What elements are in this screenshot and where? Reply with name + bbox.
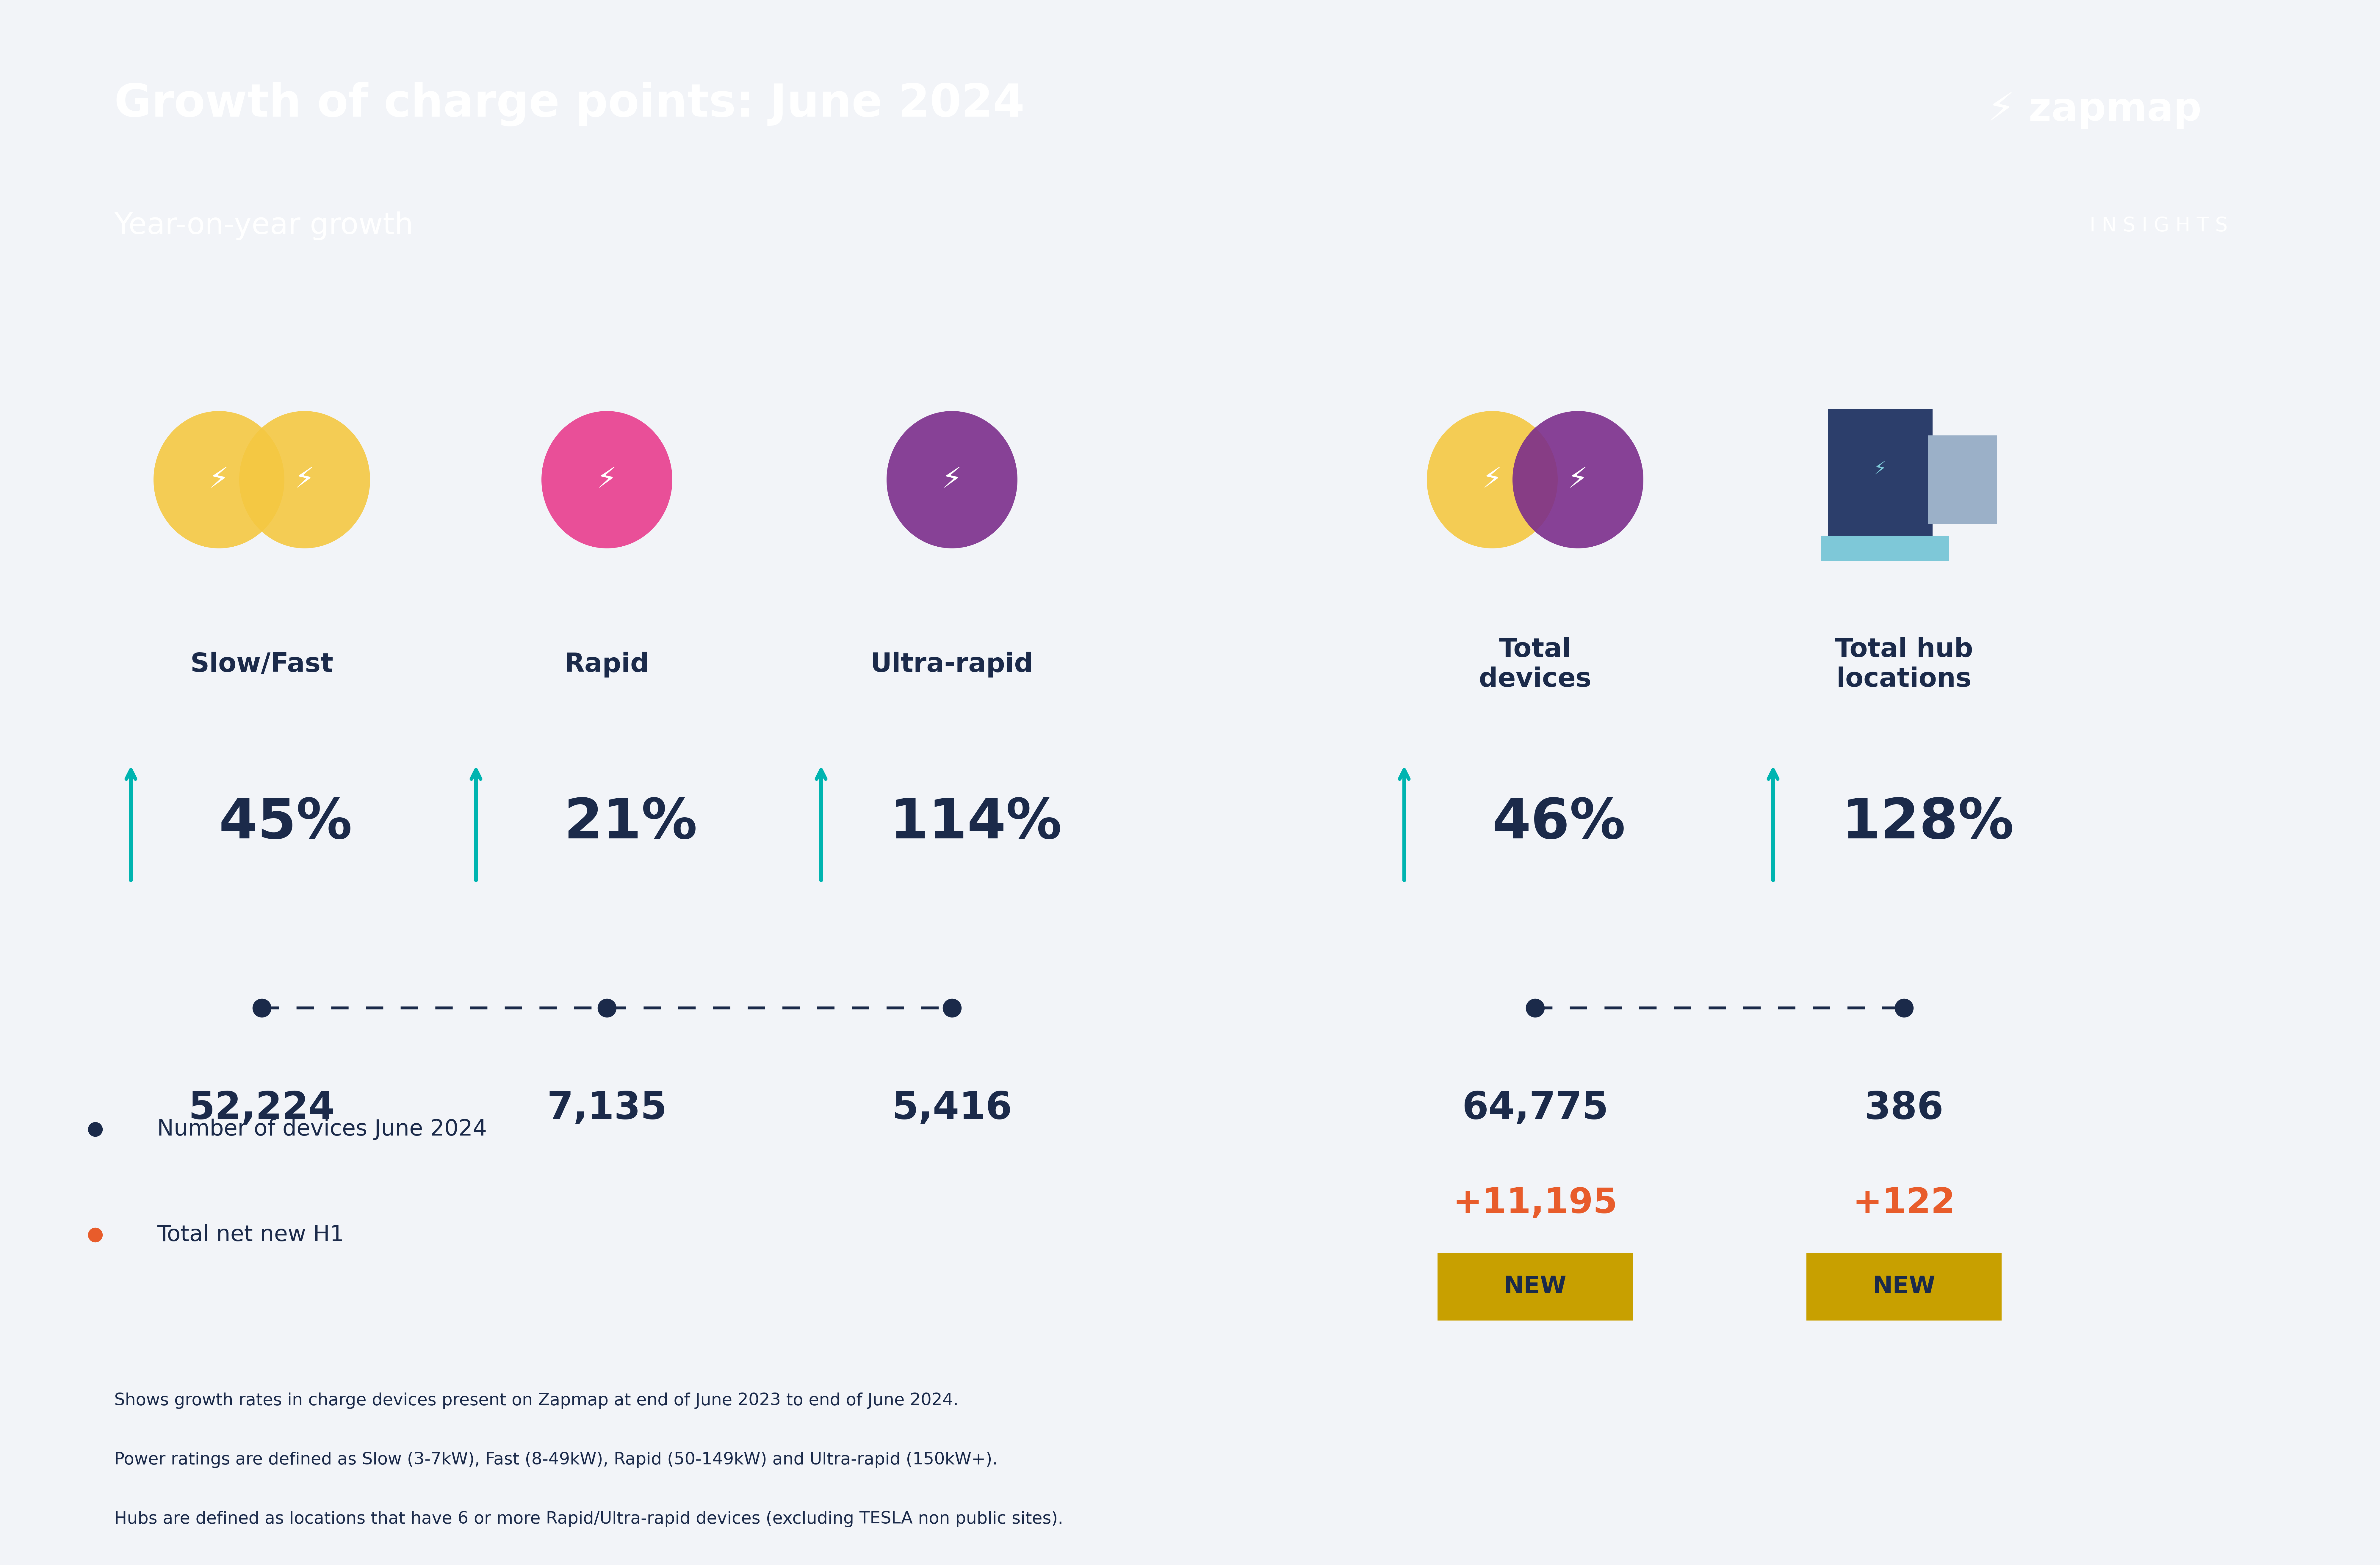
Text: Total
devices: Total devices — [1478, 637, 1592, 692]
Text: 64,775: 64,775 — [1461, 1089, 1609, 1127]
Text: Shows growth rates in charge devices present on Zapmap at end of June 2023 to en: Shows growth rates in charge devices pre… — [114, 1393, 959, 1409]
Point — [76, 1117, 114, 1142]
Text: 46%: 46% — [1492, 797, 1626, 850]
Text: +122: +122 — [1852, 1186, 1956, 1221]
FancyBboxPatch shape — [1821, 535, 1949, 560]
FancyBboxPatch shape — [1928, 435, 1997, 524]
FancyBboxPatch shape — [1828, 408, 1933, 551]
Text: Year-on-year growth: Year-on-year growth — [114, 211, 414, 241]
Text: Total net new H1: Total net new H1 — [157, 1224, 345, 1246]
Text: Growth of charge points: June 2024: Growth of charge points: June 2024 — [114, 81, 1026, 127]
Ellipse shape — [238, 412, 371, 548]
Text: ⚡: ⚡ — [1483, 466, 1502, 493]
Ellipse shape — [543, 412, 674, 548]
Point — [588, 995, 626, 1020]
Text: NEW: NEW — [1873, 1275, 1935, 1299]
Text: Rapid: Rapid — [564, 651, 650, 678]
Text: Slow/Fast: Slow/Fast — [190, 651, 333, 678]
Text: ⚡: ⚡ — [1568, 466, 1587, 493]
Point — [76, 1222, 114, 1247]
Point — [243, 995, 281, 1020]
Text: 128%: 128% — [1842, 797, 2013, 850]
Text: ⚡: ⚡ — [209, 466, 228, 493]
Ellipse shape — [1514, 412, 1642, 548]
Text: Hubs are defined as locations that have 6 or more Rapid/Ultra-rapid devices (exc: Hubs are defined as locations that have … — [114, 1510, 1064, 1527]
Text: 45%: 45% — [219, 797, 352, 850]
Text: Power ratings are defined as Slow (3-7kW), Fast (8-49kW), Rapid (50-149kW) and U: Power ratings are defined as Slow (3-7kW… — [114, 1452, 997, 1468]
Text: ⚡: ⚡ — [597, 466, 616, 493]
FancyBboxPatch shape — [1438, 1254, 1633, 1321]
Ellipse shape — [885, 412, 1019, 548]
Text: ⚡: ⚡ — [295, 466, 314, 493]
Text: ⚡: ⚡ — [1873, 460, 1887, 477]
Point — [1885, 995, 1923, 1020]
Text: Total hub
locations: Total hub locations — [1835, 637, 1973, 692]
Text: Ultra-rapid: Ultra-rapid — [871, 651, 1033, 678]
Point — [933, 995, 971, 1020]
Text: NEW: NEW — [1504, 1275, 1566, 1299]
Ellipse shape — [152, 412, 286, 548]
Text: +11,195: +11,195 — [1452, 1186, 1618, 1221]
Text: 52,224: 52,224 — [188, 1089, 336, 1127]
Text: I N S I G H T S: I N S I G H T S — [2090, 216, 2228, 236]
Text: 7,135: 7,135 — [547, 1089, 666, 1127]
Point — [1516, 995, 1554, 1020]
Text: 5,416: 5,416 — [892, 1089, 1012, 1127]
FancyBboxPatch shape — [1806, 1254, 2002, 1321]
Text: ⚡: ⚡ — [942, 466, 962, 493]
Ellipse shape — [1428, 412, 1557, 548]
Text: 21%: 21% — [564, 797, 697, 850]
Text: ⚡ zapmap: ⚡ zapmap — [1987, 91, 2202, 128]
Text: 114%: 114% — [890, 797, 1061, 850]
Text: 386: 386 — [1864, 1089, 1944, 1127]
Text: Number of devices June 2024: Number of devices June 2024 — [157, 1119, 488, 1141]
